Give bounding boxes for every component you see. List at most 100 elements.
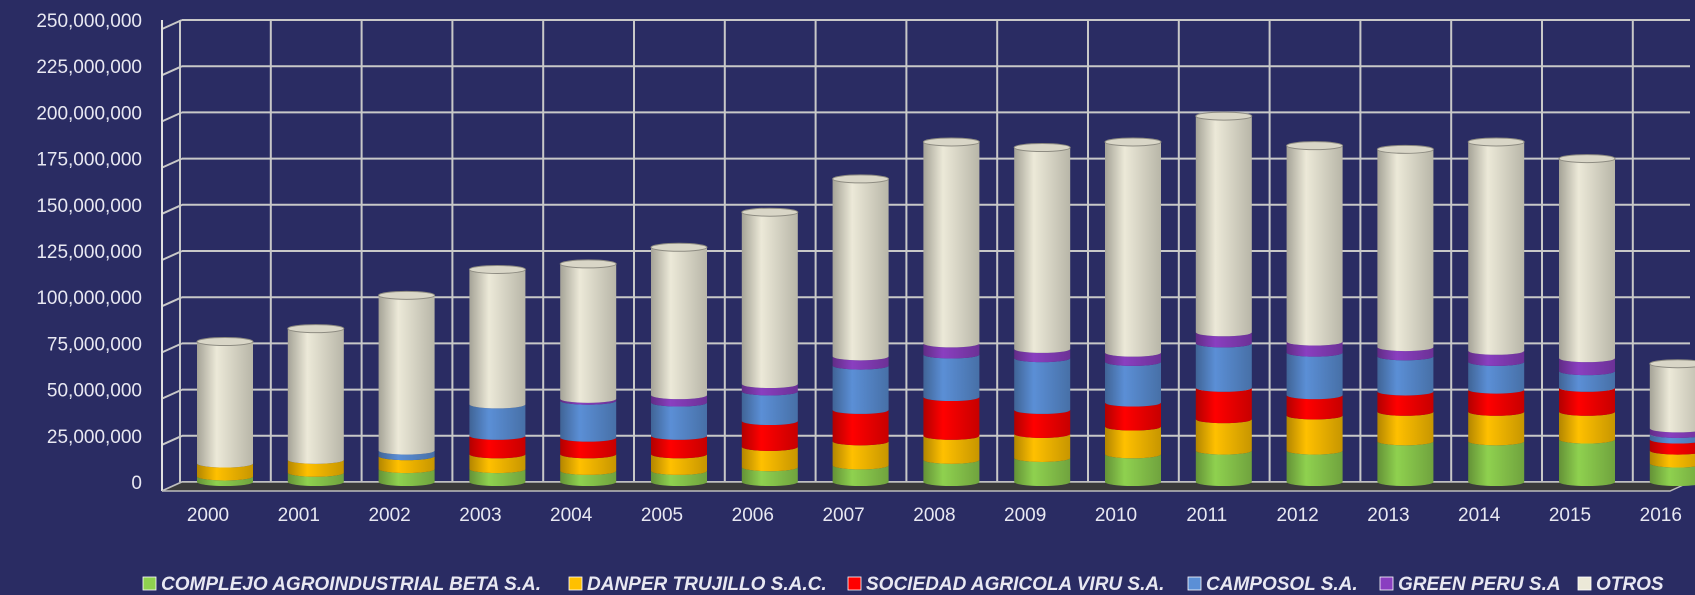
bar-otros-2007 xyxy=(832,178,889,361)
bar-green-peru-s-a-2007 xyxy=(832,356,889,370)
y-tick-label: 50,000,000 xyxy=(47,381,142,402)
bar-danper-trujillo-s-a-c-2013 xyxy=(1377,411,1434,446)
bar-stack-2011 xyxy=(1195,111,1253,486)
bar-stack-2008 xyxy=(922,137,980,486)
bar-danper-trujillo-s-a-c-2015 xyxy=(1559,411,1615,444)
y-tick-label: 75,000,000 xyxy=(47,334,142,355)
bar-stack-2013 xyxy=(1376,144,1434,486)
bar-sociedad-agricola-viru-s-a-2013 xyxy=(1377,391,1434,416)
bar-cap-2004 xyxy=(559,259,617,269)
bar-otros-2013 xyxy=(1377,149,1434,352)
bar-otros-2006 xyxy=(741,212,798,389)
depth-gridline xyxy=(161,203,183,215)
x-axis-ticks: 2000 2001 2002 2003 2004 2005 2006 2007 2008 2009… xyxy=(187,505,1682,526)
x-tick-label: 2000 xyxy=(187,505,229,526)
y-tick-label: 0 xyxy=(131,473,142,494)
legend-swatch xyxy=(568,576,583,591)
bar-otros-2011 xyxy=(1195,116,1252,337)
bar-cap-2008 xyxy=(922,137,980,147)
bar-green-peru-s-a-2006 xyxy=(741,384,798,396)
x-tick-label: 2015 xyxy=(1549,505,1591,526)
bar-danper-trujillo-s-a-c-2016 xyxy=(1649,450,1695,468)
bar-sociedad-agricola-viru-s-a-2016 xyxy=(1649,439,1695,455)
bars xyxy=(196,111,1695,486)
bar-complejo-agroindustrial-beta-s-a-2005 xyxy=(651,470,707,486)
legend-item-danper-trujillo-s-a-c: DANPER TRUJILLO S.A.C. xyxy=(568,574,827,595)
bar-cap-2016 xyxy=(1649,359,1695,369)
bar-otros-2010 xyxy=(1105,141,1161,357)
bar-otros-2009 xyxy=(1014,147,1071,353)
x-tick-label: 2009 xyxy=(1004,505,1046,526)
bar-cap-2006 xyxy=(741,207,799,217)
bar-otros-2014 xyxy=(1468,141,1525,355)
depth-gridline xyxy=(161,111,183,123)
legend-label: COMPLEJO AGROINDUSTRIAL BETA S.A. xyxy=(161,574,541,595)
bar-green-peru-s-a-2013 xyxy=(1377,347,1434,361)
bar-stack-2005 xyxy=(650,242,708,486)
bar-stack-2015 xyxy=(1558,154,1616,486)
bar-danper-trujillo-s-a-c-2003 xyxy=(469,454,526,474)
bar-sociedad-agricola-viru-s-a-2008 xyxy=(923,396,980,440)
bar-complejo-agroindustrial-beta-s-a-2001 xyxy=(287,472,344,486)
bar-cap-2001 xyxy=(287,324,345,334)
bar-sociedad-agricola-viru-s-a-2014 xyxy=(1468,389,1525,416)
bar-otros-2008 xyxy=(923,141,980,348)
bar-cap-2002 xyxy=(378,290,436,300)
bar-otros-2000 xyxy=(197,341,254,468)
bar-complejo-agroindustrial-beta-s-a-2014 xyxy=(1468,441,1525,486)
bar-cap-2005 xyxy=(650,242,708,252)
legend-label: SOCIEDAD AGRICOLA VIRU S.A. xyxy=(866,574,1164,595)
bar-camposol-s-a-2009 xyxy=(1014,358,1071,414)
bar-stack-2010 xyxy=(1104,137,1162,486)
x-tick-label: 2014 xyxy=(1458,505,1501,526)
bar-complejo-agroindustrial-beta-s-a-2003 xyxy=(469,469,526,486)
bar-sociedad-agricola-viru-s-a-2011 xyxy=(1195,387,1252,424)
y-tick-label: 125,000,000 xyxy=(36,242,142,263)
depth-gridline xyxy=(161,342,183,354)
legend-item-sociedad-agricola-viru-s-a: SOCIEDAD AGRICOLA VIRU S.A. xyxy=(847,574,1164,595)
depth-gridline xyxy=(161,388,183,400)
bar-sociedad-agricola-viru-s-a-2006 xyxy=(741,421,798,451)
x-tick-label: 2002 xyxy=(368,505,410,526)
legend-swatch xyxy=(1577,576,1592,591)
legend-label: GREEN PERU S.A xyxy=(1398,574,1561,595)
bar-camposol-s-a-2011 xyxy=(1195,343,1252,392)
legend-swatch xyxy=(847,576,862,591)
bar-cap-2003 xyxy=(468,264,526,274)
bar-cap-2009 xyxy=(1013,143,1071,153)
bar-green-peru-s-a-2016 xyxy=(1649,428,1695,438)
bar-camposol-s-a-2004 xyxy=(560,400,617,442)
legend-swatch xyxy=(1187,576,1202,591)
bar-sociedad-agricola-viru-s-a-2005 xyxy=(651,435,707,459)
bar-cap-2010 xyxy=(1104,137,1162,147)
bar-stack-2006 xyxy=(741,207,799,486)
bar-stack-2002 xyxy=(378,290,436,486)
bar-stack-2007 xyxy=(832,174,890,486)
bar-complejo-agroindustrial-beta-s-a-2006 xyxy=(741,467,798,486)
bar-danper-trujillo-s-a-c-2010 xyxy=(1105,426,1161,459)
bar-camposol-s-a-2003 xyxy=(469,404,526,440)
bar-camposol-s-a-2012 xyxy=(1286,352,1343,400)
bar-green-peru-s-a-2010 xyxy=(1105,352,1161,366)
legend: COMPLEJO AGROINDUSTRIAL BETA S.A. DANPER … xyxy=(142,574,1664,595)
x-tick-label: 2010 xyxy=(1095,505,1137,526)
bar-otros-2016 xyxy=(1649,363,1695,433)
x-tick-label: 2001 xyxy=(278,505,320,526)
x-tick-label: 2012 xyxy=(1276,505,1318,526)
bar-danper-trujillo-s-a-c-2009 xyxy=(1014,433,1071,462)
bar-complejo-agroindustrial-beta-s-a-2016 xyxy=(1649,463,1695,486)
x-tick-label: 2005 xyxy=(641,505,683,526)
bar-cap-2012 xyxy=(1286,141,1344,151)
bar-green-peru-s-a-2008 xyxy=(923,343,980,359)
bar-sociedad-agricola-viru-s-a-2010 xyxy=(1105,402,1161,431)
bar-sociedad-agricola-viru-s-a-2009 xyxy=(1014,409,1071,438)
y-tick-label: 200,000,000 xyxy=(36,103,142,124)
bar-danper-trujillo-s-a-c-2000 xyxy=(197,463,254,481)
bar-otros-2002 xyxy=(378,295,435,455)
bar-sociedad-agricola-viru-s-a-2007 xyxy=(832,409,889,446)
bar-cap-2007 xyxy=(832,174,890,184)
bar-danper-trujillo-s-a-c-2012 xyxy=(1286,415,1343,455)
depth-gridline xyxy=(161,65,183,77)
